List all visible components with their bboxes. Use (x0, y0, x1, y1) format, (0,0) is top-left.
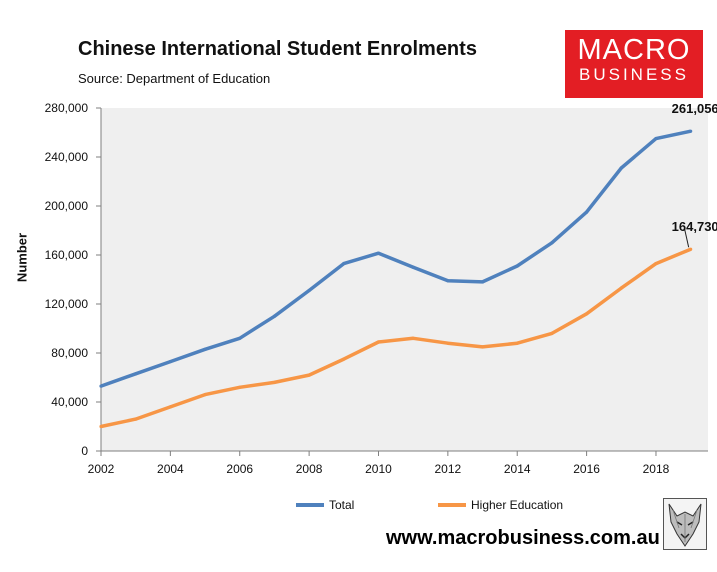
data-point-higher-education (307, 373, 311, 377)
y-tick-label: 240,000 (45, 150, 89, 164)
chart-title: Chinese International Student Enrolments (78, 38, 477, 60)
data-point-total (342, 261, 346, 266)
legend-label-higher-education: Higher Education (471, 498, 564, 512)
data-point-total (480, 280, 485, 284)
data-label-leader (684, 229, 690, 248)
data-point-total (238, 336, 242, 340)
y-tick-label: 160,000 (45, 248, 89, 262)
legend-label-total: Total (329, 498, 355, 512)
legend-swatch-total (296, 503, 324, 507)
y-tick-label: 280,000 (45, 101, 89, 115)
data-point-total (654, 137, 658, 141)
website-url: www.macrobusiness.com.au (386, 527, 660, 549)
data-point-total (619, 166, 623, 170)
y-tick-label: 0 (81, 444, 88, 458)
x-tick-label: 2010 (365, 462, 392, 476)
data-point-higher-education (134, 417, 138, 421)
x-tick-label: 2018 (643, 462, 670, 476)
data-point-higher-education (238, 385, 242, 389)
data-point-total (515, 264, 519, 268)
x-tick-label: 2014 (504, 462, 531, 476)
data-point-total (550, 241, 554, 245)
x-tick-label: 2016 (573, 462, 600, 476)
data-point-total (411, 265, 415, 269)
data-point-total (376, 251, 381, 255)
axes: 0 40,000 80,000 120,000 160,000 200,000 240,00… (45, 101, 708, 476)
legend-swatch-higher-education (438, 503, 466, 507)
series-line-higher-education (100, 247, 692, 429)
data-point-higher-education (203, 393, 207, 397)
legend-item-total: Total (296, 498, 354, 512)
data-point-higher-education (168, 405, 172, 409)
data-point-total (203, 347, 207, 351)
data-point-higher-education (515, 341, 519, 345)
data-point-total (446, 279, 450, 283)
data-point-higher-education (654, 261, 658, 266)
data-point-higher-education (342, 357, 346, 361)
data-point-higher-education (550, 331, 554, 335)
data-point-total (272, 314, 277, 318)
wolf-emblem-icon (663, 498, 707, 550)
series-layer (99, 129, 693, 429)
line-chart: 0 40,000 80,000 120,000 160,000 200,000 240,00… (45, 101, 717, 476)
data-labels: 261,056 164,730 (672, 101, 717, 248)
data-point-higher-education (446, 341, 450, 345)
logo-line-1: MACRO (577, 34, 691, 66)
data-point-higher-education (411, 336, 415, 340)
data-point-total (134, 372, 138, 376)
chart-subtitle: Source: Department of Education (78, 71, 271, 86)
y-tick-label: 40,000 (51, 395, 88, 409)
data-point-higher-education (272, 380, 277, 384)
logo-line-2: BUSINESS (579, 65, 689, 84)
data-point-total (168, 359, 172, 364)
data-point-total (99, 384, 103, 388)
data-label-total: 261,056 (672, 101, 717, 116)
data-point-higher-education (480, 345, 485, 349)
x-tick-label: 2008 (296, 462, 323, 476)
y-tick-label: 80,000 (51, 346, 88, 360)
data-point-total (585, 210, 589, 214)
data-point-higher-education (689, 247, 693, 251)
x-tick-label: 2004 (157, 462, 184, 476)
data-point-higher-education (99, 424, 103, 429)
x-tick-label: 2006 (226, 462, 253, 476)
series-line-total (100, 129, 692, 388)
y-tick-label: 200,000 (45, 199, 89, 213)
data-point-higher-education (376, 340, 381, 344)
data-point-higher-education (619, 286, 623, 290)
legend-item-higher-education: Higher Education (438, 498, 563, 512)
macrobusiness-logo: MACRO BUSINESS (565, 30, 703, 98)
data-point-higher-education (585, 312, 589, 316)
x-tick-label: 2002 (88, 462, 115, 476)
data-point-total (689, 129, 693, 133)
y-tick-label: 120,000 (45, 297, 89, 311)
x-tick-label: 2012 (435, 462, 462, 476)
data-point-total (307, 288, 311, 293)
data-label-higher-education: 164,730 (672, 219, 717, 234)
